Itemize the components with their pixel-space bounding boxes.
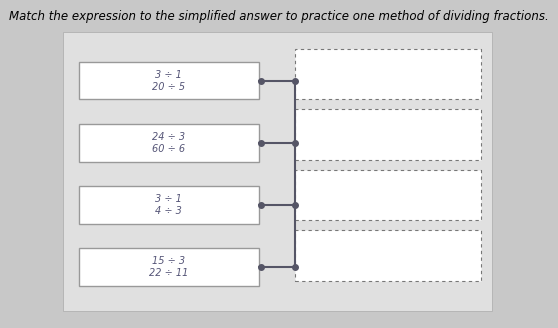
Bar — [79, 248, 259, 286]
Bar — [79, 124, 259, 162]
Bar — [63, 32, 492, 311]
Text: 24 ÷ 3
60 ÷ 6: 24 ÷ 3 60 ÷ 6 — [152, 132, 185, 154]
Bar — [295, 230, 481, 281]
Text: 3 ÷ 1
20 ÷ 5: 3 ÷ 1 20 ÷ 5 — [152, 70, 185, 92]
Text: 15 ÷ 3
22 ÷ 11: 15 ÷ 3 22 ÷ 11 — [149, 256, 189, 278]
Bar — [79, 62, 259, 99]
Bar — [295, 49, 481, 99]
Text: Match the expression to the simplified answer to practice one method of dividing: Match the expression to the simplified a… — [9, 10, 549, 24]
Text: 3 ÷ 1
4 ÷ 3: 3 ÷ 1 4 ÷ 3 — [156, 194, 182, 215]
Bar — [79, 186, 259, 224]
Bar — [295, 109, 481, 160]
Bar — [295, 170, 481, 220]
